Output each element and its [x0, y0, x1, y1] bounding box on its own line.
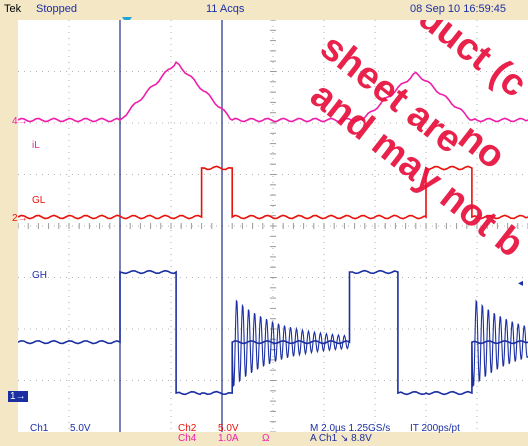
waveform-screen: sheet are and may not b duct (c no iL GL…	[18, 20, 528, 432]
acquisition-state: Stopped	[36, 3, 77, 15]
trace-il	[18, 61, 528, 123]
waveform-plot	[18, 20, 528, 432]
ch1-ground-marker: 1→	[8, 391, 28, 402]
ch4-scale: 1.0A	[218, 433, 239, 444]
ch2-ground-marker: 2→	[12, 213, 28, 224]
offscreen-right-arrow-icon: ◂	[518, 278, 524, 289]
trace-gh	[18, 269, 528, 396]
ch1-name: Ch1	[30, 423, 49, 434]
ch1-scale: 5.0V	[70, 423, 91, 434]
trace-gh-ringing	[471, 299, 528, 388]
ch4-name: Ch4	[178, 433, 197, 444]
ch4-marker-label: 4	[12, 116, 18, 127]
il-label: iL	[32, 140, 40, 151]
marker-arrow-icon: →	[15, 391, 26, 402]
ch2-scale: 5.0V	[218, 423, 239, 434]
ch4-unit-symbol: Ω	[262, 433, 270, 444]
gl-label: GL	[32, 195, 46, 206]
interpolation: IT 200ps/pt	[410, 423, 460, 434]
trigger-setting: A Ch1 ↘ 8.8V	[310, 433, 372, 444]
marker-arrow-icon: →	[17, 213, 28, 224]
marker-arrow-icon: →	[17, 116, 28, 127]
ch2-marker-label: 2	[12, 213, 18, 224]
trace-gl	[18, 165, 528, 220]
ch1-marker-label: 1	[10, 391, 16, 402]
timebase: M 2.0µs 1.25GS/s	[310, 423, 391, 434]
trace-gh-ringing	[231, 299, 350, 388]
watermark-line-3: duct (c	[410, 20, 528, 106]
ch4-ground-marker: 4→	[12, 116, 28, 127]
watermark: sheet are and may not b duct (c no	[302, 20, 528, 266]
ch2-name: Ch2	[178, 423, 197, 434]
vertical-cursors	[119, 20, 223, 432]
brand-label: Tek	[4, 3, 22, 15]
gh-label: GH	[32, 270, 47, 281]
traces	[18, 61, 528, 396]
acquisition-count: 11 Acqs	[206, 3, 245, 15]
capture-datetime: 08 Sep 10 16:59:45	[410, 3, 507, 15]
